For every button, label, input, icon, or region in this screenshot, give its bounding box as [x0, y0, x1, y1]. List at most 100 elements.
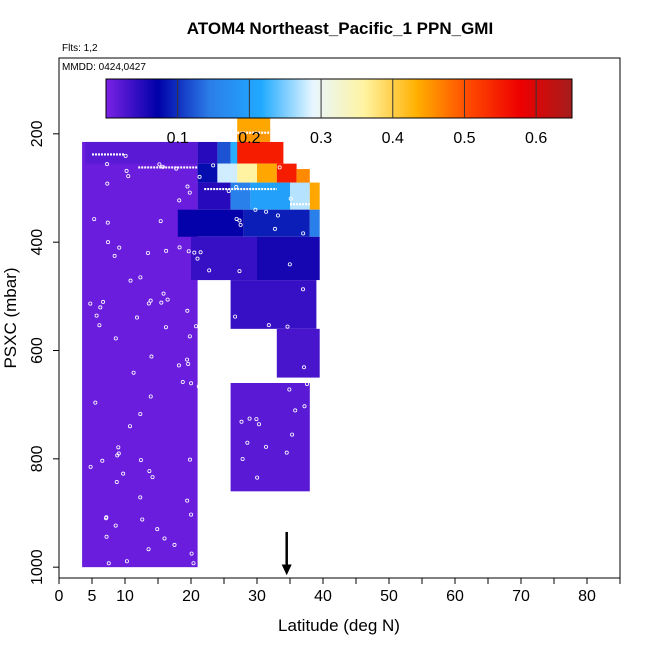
x-tick-label: 0 — [55, 588, 64, 605]
sample-marker — [101, 299, 106, 304]
sample-marker — [198, 442, 203, 447]
sample-marker — [147, 469, 152, 474]
data-layer — [82, 114, 320, 568]
axes: 0 5 10 20 30 40 50 60 70 80 200 400 600 800 1000 — [29, 120, 621, 605]
sample-marker — [172, 542, 177, 547]
sample-marker — [94, 313, 99, 318]
sample-marker — [245, 440, 250, 445]
sample-marker — [148, 298, 153, 303]
sample-marker — [279, 552, 284, 557]
sample-marker — [273, 226, 278, 231]
profile-cell — [237, 131, 271, 142]
profile-cell — [276, 328, 320, 378]
sample-marker — [105, 181, 110, 186]
profile-cell — [197, 141, 218, 164]
chart-title: ATOM4 Northeast_Pacific_1 PPN_GMI — [187, 19, 493, 38]
sample-marker — [205, 327, 210, 332]
sample-marker — [240, 456, 245, 461]
profile-cell — [290, 182, 310, 210]
sample-marker — [123, 153, 128, 158]
sample-marker — [285, 324, 290, 329]
sample-marker — [211, 163, 216, 168]
colorbar-tick-label: 0.1 — [167, 130, 189, 147]
profile-cell — [237, 141, 284, 164]
sample-marker — [148, 394, 153, 399]
sample-marker — [199, 336, 204, 341]
sample-marker — [304, 381, 309, 386]
colorbar-tick-label: 0.3 — [310, 130, 332, 147]
y-tick-label: 600 — [29, 337, 46, 364]
sample-marker — [134, 315, 139, 320]
sample-marker — [146, 301, 151, 306]
sample-marker — [104, 516, 109, 521]
sample-marker — [195, 256, 200, 261]
sample-marker — [239, 419, 244, 424]
sample-marker — [237, 218, 242, 223]
sample-marker — [121, 471, 126, 476]
sample-marker — [180, 380, 185, 385]
y-tick-label: 200 — [29, 120, 46, 147]
sample-marker — [189, 381, 194, 386]
sample-marker — [88, 464, 93, 469]
sample-marker — [197, 174, 202, 179]
sample-marker — [177, 198, 182, 203]
sample-marker — [155, 527, 160, 532]
sample-marker — [218, 346, 223, 351]
sample-marker — [97, 323, 102, 328]
profile-cell — [197, 182, 231, 210]
x-tick-label: 20 — [182, 588, 200, 605]
colorbar-tick-label: 0.5 — [453, 130, 475, 147]
sample-marker — [113, 336, 118, 341]
sample-marker — [100, 458, 105, 463]
sample-marker — [131, 370, 136, 375]
sample-marker — [209, 289, 214, 294]
sample-marker — [93, 400, 98, 405]
sample-marker — [255, 475, 260, 480]
y-tick-label: 1000 — [29, 549, 46, 585]
profile-cell — [237, 163, 257, 183]
x-tick-label: 60 — [446, 588, 464, 605]
profile-cell — [243, 209, 310, 237]
sample-marker — [128, 278, 133, 283]
sample-marker — [176, 363, 181, 368]
sample-marker — [293, 408, 298, 413]
profile-cell — [217, 163, 238, 183]
profile-cell — [237, 114, 271, 132]
x-tick-label: 80 — [578, 588, 596, 605]
mmdd-label: MMDD: 0424,0427 — [62, 62, 146, 73]
sample-marker — [191, 561, 196, 566]
sample-marker — [301, 287, 306, 292]
sample-marker — [264, 444, 269, 449]
profile-cell — [257, 163, 277, 183]
sample-marker — [186, 249, 191, 254]
sample-marker — [88, 301, 93, 306]
sample-marker — [218, 550, 223, 555]
sample-marker — [189, 551, 194, 556]
sample-marker — [264, 209, 269, 214]
sample-marker — [150, 475, 155, 480]
sample-marker — [138, 412, 143, 417]
sample-marker — [114, 480, 119, 485]
sample-marker — [235, 358, 240, 363]
sample-marker — [112, 253, 117, 258]
sample-marker — [266, 323, 271, 328]
sample-marker — [164, 248, 169, 253]
sample-marker — [185, 357, 190, 362]
sample-marker — [185, 184, 190, 189]
sample-marker — [218, 322, 223, 327]
sample-marker — [287, 262, 292, 267]
sample-marker — [207, 526, 212, 531]
sample-marker — [254, 417, 259, 422]
marker-layer — [88, 131, 310, 576]
x-axis-label: Latitude (deg N) — [278, 616, 400, 635]
plot-frame — [58, 57, 621, 579]
flights-label: Flts: 1,2 — [62, 43, 98, 54]
sample-marker — [127, 424, 132, 429]
y-axis-label: PSXC (mbar) — [1, 267, 20, 368]
sample-marker — [237, 269, 242, 274]
sample-marker — [207, 495, 212, 500]
sample-marker — [253, 207, 258, 212]
profile-cell — [230, 383, 310, 492]
sample-marker — [138, 458, 143, 463]
